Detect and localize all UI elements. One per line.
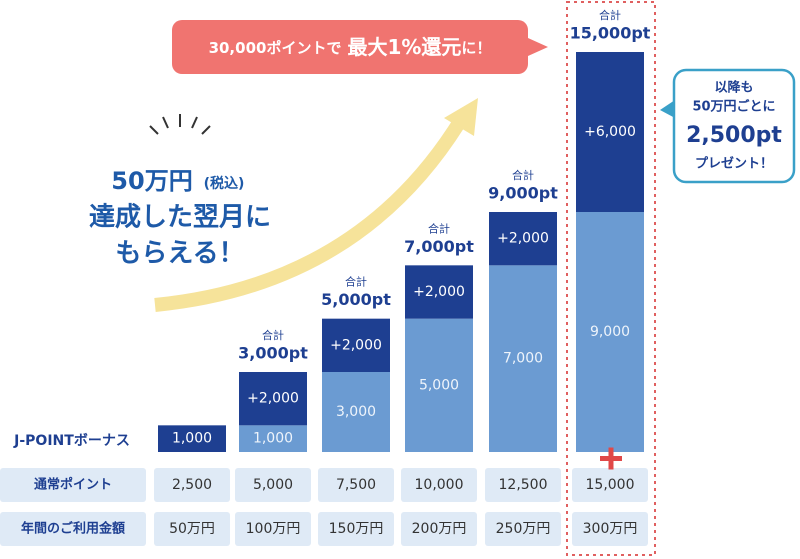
table-text: 2,500 (172, 477, 212, 493)
table-text: 12,500 (499, 477, 548, 493)
table-cell (154, 468, 230, 502)
total-caption: 合計 (262, 328, 284, 342)
left-text: (税込) (204, 175, 245, 192)
bar-segment (158, 425, 226, 452)
bar-segment (322, 318, 390, 372)
value-label: +2,000 (330, 337, 382, 353)
total-label: 5,000pt (321, 290, 391, 309)
table-cell (485, 512, 561, 546)
total-caption: 合計 (345, 275, 367, 289)
table-cell (572, 512, 648, 546)
left-text: 達成した翌月に (89, 203, 271, 233)
value-label: 1,000 (253, 431, 293, 447)
table-text: 150万円 (329, 521, 384, 537)
bar-segment (239, 372, 307, 426)
table-text: 250万円 (496, 521, 551, 537)
table-text: 通常ポイント (34, 477, 112, 493)
total-caption: 合計 (428, 221, 450, 235)
table-cell (572, 468, 648, 502)
plus (608, 447, 614, 470)
value-label: 9,000 (590, 324, 630, 340)
left-text: もらえる！ (115, 239, 244, 269)
table-text: 300万円 (583, 521, 638, 537)
highlight-box (566, 1, 656, 556)
table-text: 50万円 (169, 521, 215, 537)
value-label: +6,000 (584, 124, 636, 140)
total-caption: 合計 (599, 8, 621, 22)
bubble-tip (660, 100, 675, 118)
bar-segment (489, 265, 557, 452)
table-text: 15,000 (586, 477, 635, 493)
table-cell (318, 512, 394, 546)
table-cell (235, 512, 311, 546)
table-text: 100万円 (246, 521, 301, 537)
arrow (154, 114, 468, 312)
table-cell (235, 468, 311, 502)
table-cell (401, 512, 477, 546)
value-label: +2,000 (247, 391, 299, 407)
banner-tip (528, 38, 548, 56)
table-cell (154, 512, 230, 546)
bubble-text: 以降も (714, 80, 753, 96)
table-text: 200万円 (412, 521, 467, 537)
total-label: 3,000pt (238, 344, 308, 363)
value-label: 1,000 (172, 431, 212, 447)
table-text: 7,500 (336, 477, 376, 493)
left-text: 50万円 (111, 167, 192, 195)
bar-segment (576, 52, 644, 212)
total-label: 15,000pt (570, 24, 651, 43)
sparkle (149, 114, 211, 135)
arrow-head (444, 98, 478, 136)
bubble-text: 50万円ごとに (692, 99, 775, 115)
banner (172, 20, 528, 74)
bubble-text: 2,500pt (686, 123, 782, 148)
total-label: 9,000pt (488, 184, 558, 203)
table-cell (0, 512, 146, 546)
total-caption: 合計 (512, 168, 534, 182)
table-text: 年間のご利用金額 (21, 521, 125, 537)
bar-segment (322, 372, 390, 452)
value-label: +2,000 (413, 284, 465, 300)
bubble-text: プレゼント！ (695, 156, 773, 172)
total-label: 7,000pt (404, 237, 474, 256)
value-label: 7,000 (503, 351, 543, 367)
bubble (672, 68, 796, 184)
table-cell (401, 468, 477, 502)
bar-segment (405, 318, 473, 452)
bar-segment (576, 212, 644, 452)
value-label: 3,000 (336, 404, 376, 420)
value-label: +2,000 (497, 231, 549, 247)
bar-segment (405, 265, 473, 319)
table-text: 5,000 (253, 477, 293, 493)
banner-text: 30,000ポイントで 最大1%還元に！ (209, 35, 492, 59)
table-cell (0, 468, 146, 502)
table-text: 10,000 (415, 477, 464, 493)
bonus-label: J-POINTボーナス (13, 433, 130, 449)
table-cell (485, 468, 561, 502)
bar-segment (489, 212, 557, 266)
table-cell (318, 468, 394, 502)
value-label: 5,000 (419, 377, 459, 393)
bar-segment (239, 425, 307, 452)
